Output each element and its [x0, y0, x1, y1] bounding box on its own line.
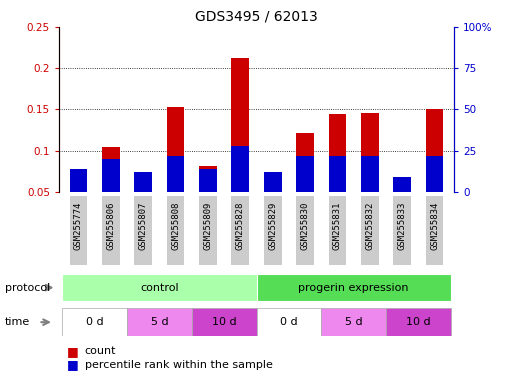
Text: progerin expression: progerin expression: [299, 283, 409, 293]
FancyBboxPatch shape: [199, 196, 217, 265]
Bar: [167, 107, 185, 233]
Text: GSM255829: GSM255829: [268, 201, 277, 250]
Bar: [361, 113, 379, 233]
Bar: [328, 156, 346, 192]
Bar: [393, 192, 411, 233]
Bar: [264, 172, 282, 192]
Bar: [199, 166, 217, 233]
Text: GSM255808: GSM255808: [171, 201, 180, 250]
FancyBboxPatch shape: [393, 196, 411, 265]
Bar: [134, 173, 152, 233]
Text: GSM255830: GSM255830: [301, 201, 309, 250]
Text: GSM255807: GSM255807: [139, 201, 148, 250]
Bar: [167, 156, 185, 192]
Bar: [199, 169, 217, 192]
Bar: [231, 58, 249, 233]
Bar: [102, 147, 120, 233]
Bar: [264, 180, 282, 233]
Bar: [328, 114, 346, 233]
FancyBboxPatch shape: [256, 308, 321, 336]
Bar: [296, 156, 314, 192]
FancyBboxPatch shape: [127, 308, 192, 336]
FancyBboxPatch shape: [192, 308, 256, 336]
FancyBboxPatch shape: [328, 196, 346, 265]
Bar: [134, 172, 152, 192]
Text: ■: ■: [67, 358, 78, 371]
FancyBboxPatch shape: [102, 196, 120, 265]
FancyBboxPatch shape: [62, 308, 127, 336]
Text: ■: ■: [67, 345, 78, 358]
FancyBboxPatch shape: [386, 308, 451, 336]
Text: percentile rank within the sample: percentile rank within the sample: [85, 360, 272, 370]
Bar: [70, 169, 87, 192]
FancyBboxPatch shape: [70, 196, 87, 265]
Text: 0 d: 0 d: [280, 317, 298, 327]
Bar: [231, 146, 249, 192]
Bar: [426, 156, 443, 192]
FancyBboxPatch shape: [264, 196, 282, 265]
FancyBboxPatch shape: [321, 308, 386, 336]
FancyBboxPatch shape: [426, 196, 443, 265]
Bar: [426, 109, 443, 233]
Text: GSM255831: GSM255831: [333, 201, 342, 250]
FancyBboxPatch shape: [256, 274, 451, 301]
FancyBboxPatch shape: [167, 196, 185, 265]
Text: 10 d: 10 d: [406, 317, 431, 327]
FancyBboxPatch shape: [231, 196, 249, 265]
Text: GSM255774: GSM255774: [74, 201, 83, 250]
Text: protocol: protocol: [5, 283, 50, 293]
Text: GSM255809: GSM255809: [204, 201, 212, 250]
FancyBboxPatch shape: [62, 274, 256, 301]
Bar: [296, 133, 314, 233]
FancyBboxPatch shape: [134, 196, 152, 265]
Bar: [393, 177, 411, 192]
Text: control: control: [140, 283, 179, 293]
Text: time: time: [5, 317, 30, 327]
Bar: [70, 173, 87, 233]
Text: 5 d: 5 d: [345, 317, 363, 327]
Bar: [361, 156, 379, 192]
FancyBboxPatch shape: [296, 196, 314, 265]
FancyBboxPatch shape: [361, 196, 379, 265]
Text: GSM255828: GSM255828: [236, 201, 245, 250]
Text: 10 d: 10 d: [212, 317, 236, 327]
Text: GSM255832: GSM255832: [365, 201, 374, 250]
Text: 5 d: 5 d: [150, 317, 168, 327]
Text: GSM255834: GSM255834: [430, 201, 439, 250]
Text: GDS3495 / 62013: GDS3495 / 62013: [195, 10, 318, 23]
Bar: [102, 159, 120, 192]
Text: GSM255806: GSM255806: [106, 201, 115, 250]
Text: GSM255833: GSM255833: [398, 201, 407, 250]
Text: count: count: [85, 346, 116, 356]
Text: 0 d: 0 d: [86, 317, 104, 327]
